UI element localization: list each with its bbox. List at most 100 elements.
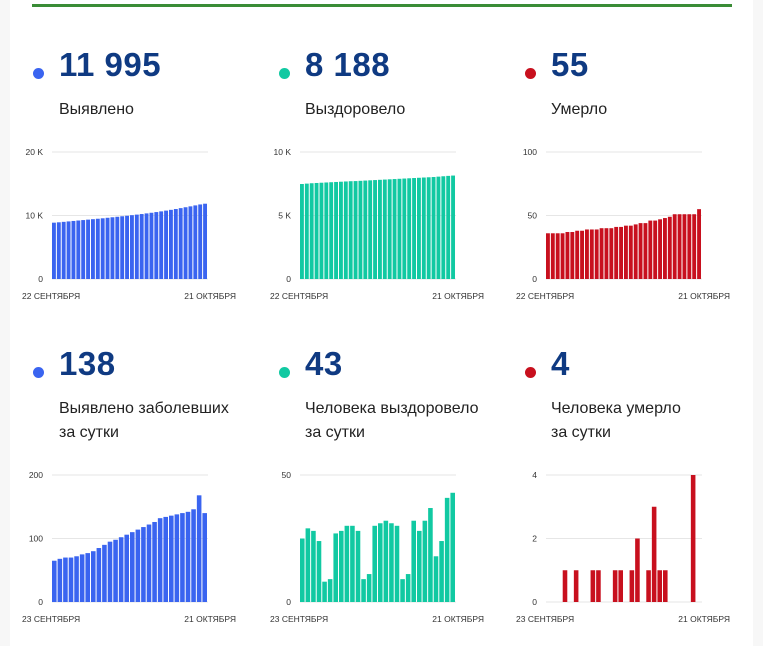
chart-recovered-total: 0 5 K 10 K 22 СЕНТЯБРЯ 21 ОКТЯБРЯ <box>270 147 484 301</box>
bar <box>339 530 344 602</box>
y-tick-label: 0 <box>286 597 291 607</box>
bar <box>52 222 56 279</box>
bar <box>614 226 619 279</box>
bar <box>431 177 436 279</box>
bar <box>550 233 555 279</box>
bar <box>400 579 405 602</box>
bar <box>107 541 113 602</box>
bar <box>417 530 422 602</box>
bar <box>152 521 157 602</box>
bar <box>629 570 635 602</box>
bar <box>164 210 168 279</box>
y-tick-label: 20 K <box>26 147 44 157</box>
chart-died-total: 0 50 100 22 СЕНТЯБРЯ 21 ОКТЯБРЯ <box>516 147 730 301</box>
bar <box>677 214 682 279</box>
bar <box>113 539 118 602</box>
bar <box>646 570 651 602</box>
bar <box>411 520 416 602</box>
bar <box>570 232 575 279</box>
bar <box>428 508 433 602</box>
bar <box>63 557 68 602</box>
chart-detected-total: 0 10 K 20 K 22 СЕНТЯБРЯ 21 ОКТЯБРЯ <box>22 147 236 301</box>
bar <box>120 216 125 279</box>
x-tick-label: 21 ОКТЯБРЯ <box>432 614 484 624</box>
y-tick-label: 200 <box>29 470 43 480</box>
bar <box>687 214 692 279</box>
bar <box>389 523 394 602</box>
bar <box>378 179 382 279</box>
bar <box>146 524 152 602</box>
bar <box>185 511 191 602</box>
stat-label-line: за сутки <box>305 424 365 441</box>
y-tick-label: 0 <box>532 274 537 284</box>
x-tick-label: 21 ОКТЯБРЯ <box>184 614 236 624</box>
bullet-dot-icon <box>33 367 44 378</box>
bar <box>363 180 368 279</box>
bar <box>173 209 178 279</box>
bar <box>314 182 319 279</box>
bar <box>125 215 129 279</box>
bar <box>188 206 193 279</box>
bar <box>672 214 677 279</box>
bullet-dot-icon <box>525 367 536 378</box>
stat-label: Выявлено <box>59 98 134 122</box>
bar <box>300 184 304 279</box>
bar <box>612 570 618 602</box>
bar <box>628 225 633 279</box>
bar <box>565 232 570 279</box>
bar <box>599 228 604 279</box>
bar <box>130 215 134 279</box>
bar <box>339 181 343 279</box>
x-tick-label: 22 СЕНТЯБРЯ <box>516 291 574 301</box>
bar <box>183 207 188 279</box>
bar <box>178 208 183 279</box>
bar <box>139 214 144 279</box>
bar <box>180 513 185 602</box>
bar <box>407 178 412 279</box>
bar <box>426 177 431 279</box>
stat-label-line: Человека выздоровело <box>305 400 479 417</box>
y-tick-label: 0 <box>286 274 291 284</box>
y-tick-label: 50 <box>528 211 538 221</box>
bar <box>144 213 149 279</box>
bar <box>115 216 120 279</box>
y-tick-label: 0 <box>38 597 43 607</box>
bar <box>100 218 105 279</box>
bar <box>446 175 451 279</box>
bar <box>444 497 450 602</box>
y-tick-label: 4 <box>532 470 537 480</box>
bar <box>368 180 373 279</box>
bar <box>417 177 421 279</box>
y-tick-label: 10 K <box>274 147 292 157</box>
bar <box>329 182 334 279</box>
bar <box>546 233 550 279</box>
stat-label: Умерло <box>551 98 607 122</box>
bar <box>433 556 439 602</box>
x-tick-label: 21 ОКТЯБРЯ <box>432 291 484 301</box>
bar <box>56 222 61 279</box>
bar <box>202 513 207 602</box>
bar <box>169 209 173 279</box>
bar <box>319 182 324 279</box>
y-tick-label: 2 <box>532 534 537 544</box>
bar <box>57 558 63 602</box>
bar <box>110 217 115 279</box>
bar <box>81 220 86 279</box>
bar <box>383 520 389 602</box>
x-tick-label: 21 ОКТЯБРЯ <box>678 291 730 301</box>
bar <box>149 212 154 279</box>
bar <box>316 541 322 602</box>
bar <box>451 175 455 279</box>
bar <box>52 560 57 602</box>
bar <box>66 221 71 279</box>
bar <box>91 551 96 602</box>
bar <box>555 233 560 279</box>
bullet-dot-icon <box>33 68 44 79</box>
x-tick-label: 23 СЕНТЯБРЯ <box>516 614 574 624</box>
bar <box>344 525 350 602</box>
bar <box>450 492 455 602</box>
chart-recovered-daily: 0 50 23 СЕНТЯБРЯ 21 ОКТЯБРЯ <box>270 470 484 624</box>
bar <box>134 214 139 279</box>
bar <box>580 230 584 279</box>
bar <box>589 229 594 279</box>
